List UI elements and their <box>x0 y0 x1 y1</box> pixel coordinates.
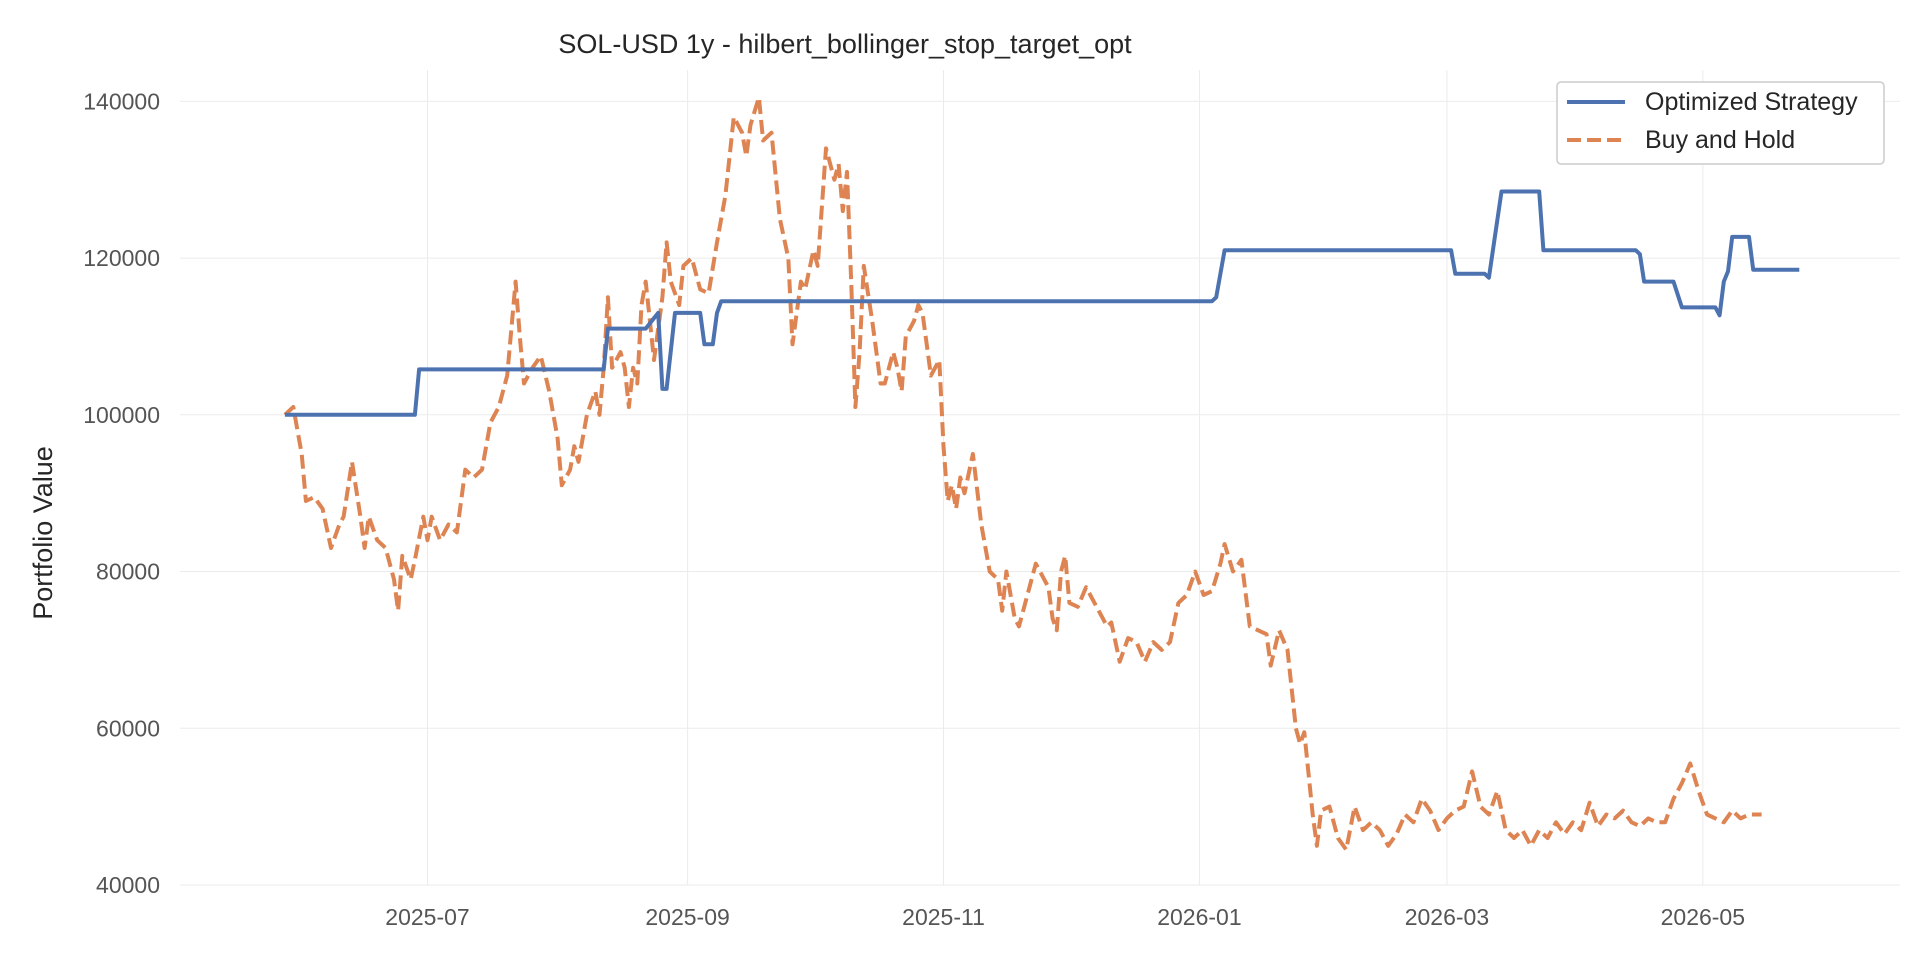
y-tick-label: 120000 <box>83 245 160 271</box>
x-tick-label: 2025-07 <box>385 904 469 930</box>
y-axis-label: Portfolio Value <box>28 446 58 620</box>
y-tick-label: 40000 <box>96 872 160 898</box>
x-tick-label: 2026-05 <box>1661 904 1745 930</box>
legend-label-buy-and-hold: Buy and Hold <box>1645 126 1795 154</box>
series-lines <box>283 95 1800 852</box>
y-tick-label: 80000 <box>96 559 160 585</box>
y-tick-label: 100000 <box>83 402 160 428</box>
y-tick-label: 60000 <box>96 715 160 741</box>
x-tick-label: 2026-03 <box>1405 904 1489 930</box>
grid-lines <box>180 70 1900 886</box>
legend: Optimized Strategy Buy and Hold <box>1556 81 1885 165</box>
series-line-optimized-strategy <box>284 189 1800 417</box>
y-axis-ticks: 40000 60000 80000 100000 120000 140000 <box>83 88 160 898</box>
legend-box <box>1556 81 1885 165</box>
x-tick-label: 2026-01 <box>1157 904 1241 930</box>
x-tick-label: 2025-09 <box>645 904 729 930</box>
x-axis-ticks: 2025-07 2025-09 2025-11 2026-01 2026-03 2026-… <box>385 904 1745 930</box>
y-tick-label: 140000 <box>83 88 160 114</box>
chart-title: SOL-USD 1y - hilbert_bollinger_stop_targ… <box>558 29 1132 59</box>
legend-label-optimized-strategy: Optimized Strategy <box>1645 88 1858 116</box>
x-tick-label: 2025-11 <box>902 904 985 930</box>
